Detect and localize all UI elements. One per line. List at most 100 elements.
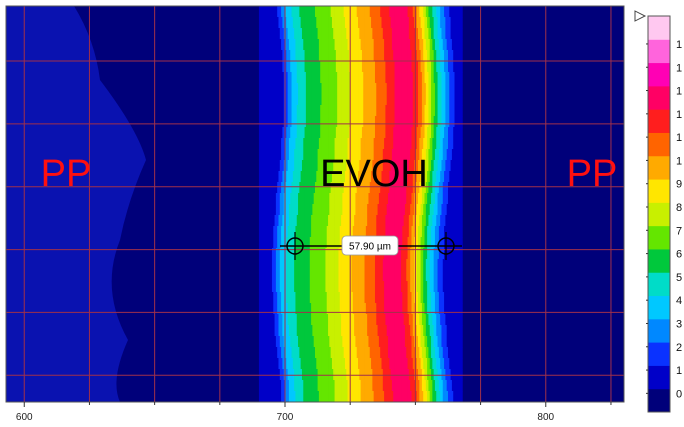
heatmap-cell bbox=[432, 83, 435, 95]
heatmap-cell bbox=[403, 215, 406, 227]
heatmap-cell bbox=[311, 39, 313, 51]
heatmap-cell bbox=[285, 314, 287, 326]
heatmap-cell bbox=[258, 160, 261, 172]
heatmap-cell bbox=[389, 314, 392, 326]
heatmap-cell bbox=[296, 281, 299, 293]
heatmap-cell bbox=[321, 61, 324, 73]
heatmap-cell bbox=[444, 105, 446, 117]
heatmap-cell bbox=[355, 17, 358, 29]
heatmap-cell bbox=[346, 149, 348, 161]
heatmap-cell bbox=[407, 292, 410, 304]
heatmap-cell bbox=[407, 138, 410, 150]
heatmap-cell bbox=[418, 171, 420, 183]
heatmap-cell bbox=[404, 193, 407, 205]
heatmap-cell bbox=[364, 270, 367, 282]
heatmap-cell bbox=[313, 17, 316, 29]
heatmap-cell bbox=[315, 127, 317, 139]
heatmap-cell bbox=[416, 204, 419, 216]
heatmap-cell bbox=[296, 204, 299, 216]
heatmap-cell bbox=[352, 72, 355, 84]
heatmap-cell bbox=[268, 39, 270, 51]
heatmap-cell bbox=[311, 336, 313, 348]
heatmap-cell bbox=[434, 270, 437, 282]
heatmap-cell bbox=[431, 39, 433, 51]
heatmap-cell bbox=[364, 6, 367, 18]
heatmap-cell bbox=[410, 17, 412, 29]
heatmap-cell bbox=[294, 39, 296, 51]
heatmap-cell bbox=[393, 149, 395, 161]
heatmap-cell bbox=[419, 215, 421, 227]
heatmap-cell bbox=[275, 171, 278, 183]
heatmap-cell bbox=[346, 116, 348, 128]
heatmap-cell bbox=[450, 127, 453, 139]
heatmap-cell bbox=[395, 204, 398, 216]
heatmap-cell bbox=[401, 160, 403, 172]
heatmap-cell bbox=[431, 314, 433, 326]
heatmap-cell bbox=[372, 281, 375, 293]
heatmap-cell bbox=[381, 204, 384, 216]
heatmap-cell bbox=[389, 215, 392, 227]
heatmap-cell bbox=[321, 171, 324, 183]
heatmap-cell bbox=[288, 72, 291, 84]
heatmap-cell bbox=[285, 237, 287, 249]
heatmap-cell bbox=[395, 138, 398, 150]
heatmap-cell bbox=[313, 6, 316, 18]
heatmap-cell bbox=[296, 226, 299, 238]
heatmap-cell bbox=[424, 303, 427, 315]
heatmap-cell bbox=[388, 303, 390, 315]
heatmap-cell bbox=[355, 193, 358, 205]
heatmap-cell bbox=[415, 17, 418, 29]
heatmap-cell bbox=[427, 314, 429, 326]
heatmap-cell bbox=[454, 72, 457, 84]
heatmap-cell bbox=[270, 226, 273, 238]
heatmap-cell bbox=[437, 325, 440, 337]
heatmap-cell bbox=[274, 314, 277, 326]
heatmap-cell bbox=[385, 116, 388, 128]
heatmap-cell bbox=[305, 270, 308, 282]
heatmap-cell bbox=[265, 127, 268, 139]
heatmap-cell bbox=[391, 105, 394, 117]
heatmap-cell bbox=[269, 127, 272, 139]
heatmap-cell bbox=[358, 303, 360, 315]
heatmap-cell bbox=[385, 50, 388, 62]
heatmap-cell bbox=[384, 259, 386, 271]
heatmap-cell bbox=[315, 116, 317, 128]
heatmap-cell bbox=[334, 171, 337, 183]
heatmap-cell bbox=[363, 347, 365, 359]
heatmap-cell bbox=[455, 83, 458, 95]
heatmap-cell bbox=[393, 127, 395, 139]
heatmap-cell bbox=[359, 61, 362, 73]
heatmap-cell bbox=[269, 237, 272, 249]
heatmap-cell bbox=[360, 270, 363, 282]
heatmap-cell bbox=[450, 281, 453, 293]
heatmap-cell bbox=[398, 39, 401, 51]
heatmap-cell bbox=[317, 292, 320, 304]
heatmap-cell bbox=[278, 248, 281, 260]
heatmap-cell bbox=[395, 226, 398, 238]
heatmap-cell bbox=[397, 248, 399, 260]
heatmap-cell bbox=[420, 248, 423, 260]
heatmap-cell bbox=[260, 149, 262, 161]
heatmap-cell bbox=[339, 204, 342, 216]
heatmap-cell bbox=[266, 94, 269, 106]
heatmap-cell bbox=[329, 6, 332, 18]
heatmap-cell bbox=[358, 182, 360, 194]
heatmap-cell bbox=[408, 292, 411, 304]
heatmap-cell bbox=[360, 193, 363, 205]
heatmap-cell bbox=[266, 182, 269, 194]
heatmap-cell bbox=[269, 303, 272, 315]
heatmap-cell bbox=[324, 292, 326, 304]
heatmap-cell bbox=[438, 281, 441, 293]
heatmap-cell bbox=[281, 149, 283, 161]
heatmap-cell bbox=[364, 61, 367, 73]
heatmap-cell bbox=[433, 248, 436, 260]
heatmap-cell bbox=[320, 94, 322, 106]
heatmap-cell bbox=[326, 61, 329, 73]
heatmap-cell bbox=[337, 171, 339, 183]
heatmap-cell bbox=[436, 39, 438, 51]
heatmap-cell bbox=[296, 270, 299, 282]
heatmap-cell bbox=[346, 6, 348, 18]
heatmap-cell bbox=[352, 204, 355, 216]
heatmap-cell bbox=[305, 248, 308, 260]
heatmap-cell bbox=[275, 105, 278, 117]
